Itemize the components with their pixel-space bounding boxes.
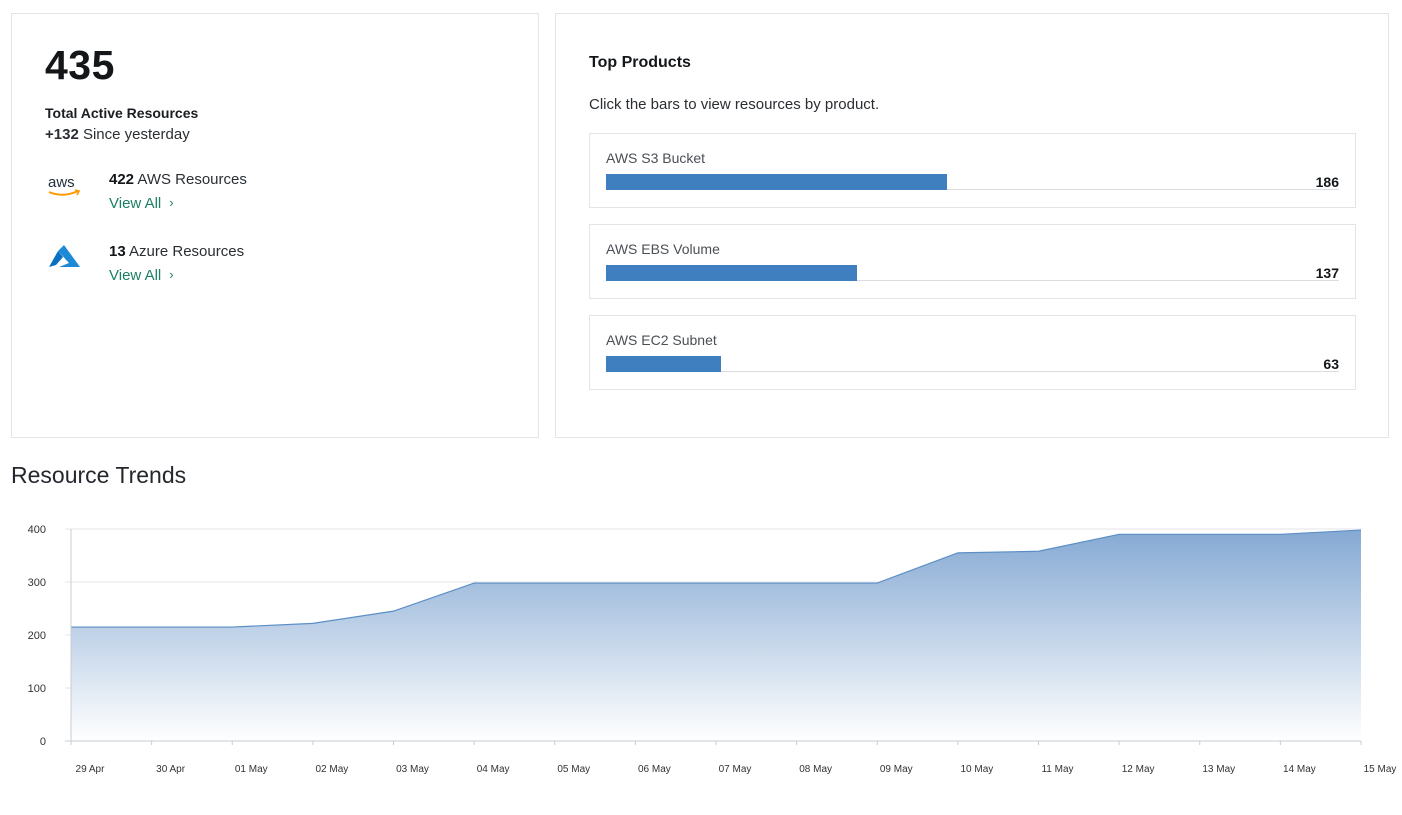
azure-provider: 13 Azure Resources View All › bbox=[45, 243, 465, 293]
x-tick-label: 08 May bbox=[799, 764, 832, 775]
x-tick-label: 29 Apr bbox=[76, 764, 106, 775]
delta-value: +132 bbox=[45, 126, 79, 143]
bar-fill bbox=[606, 174, 947, 190]
delta-label: Since yesterday bbox=[82, 126, 190, 143]
resource-trends-title: Resource Trends bbox=[11, 462, 187, 488]
top-products-subtitle: Click the bars to view resources by prod… bbox=[589, 96, 880, 113]
x-tick-label: 30 Apr bbox=[156, 764, 186, 775]
total-resources-label: Total Active Resources bbox=[45, 105, 199, 121]
y-tick-label: 200 bbox=[28, 630, 46, 642]
azure-resources-count: 13 Azure Resources bbox=[109, 243, 244, 260]
x-tick-label: 07 May bbox=[719, 764, 752, 775]
product-value: 186 bbox=[1315, 174, 1339, 190]
product-label: AWS S3 Bucket bbox=[606, 150, 706, 166]
x-tick-label: 13 May bbox=[1202, 764, 1235, 775]
x-tick-label: 03 May bbox=[396, 764, 429, 775]
azure-view-all-label: View All bbox=[109, 267, 162, 284]
product-bar-ec2-subnet[interactable]: AWS EC2 Subnet 63 bbox=[589, 315, 1356, 390]
bar-track bbox=[606, 280, 1339, 281]
aws-label: AWS Resources bbox=[137, 171, 247, 188]
aws-provider: aws 422 AWS Resources View All › bbox=[45, 171, 465, 221]
summary-card: 435 Total Active Resources +132 Since ye… bbox=[11, 13, 539, 438]
area-fill bbox=[71, 530, 1361, 741]
x-tick-label: 10 May bbox=[960, 764, 993, 775]
x-tick-label: 15 May bbox=[1364, 764, 1397, 775]
x-tick-label: 12 May bbox=[1122, 764, 1155, 775]
x-tick-label: 11 May bbox=[1041, 764, 1073, 775]
product-label: AWS EC2 Subnet bbox=[606, 332, 717, 348]
y-tick-label: 100 bbox=[28, 683, 46, 695]
y-tick-label: 300 bbox=[28, 577, 46, 589]
azure-count: 13 bbox=[109, 243, 126, 260]
chevron-right-icon: › bbox=[169, 195, 174, 210]
azure-view-all-link[interactable]: View All › bbox=[109, 267, 174, 284]
bar-fill bbox=[606, 265, 858, 281]
aws-view-all-label: View All bbox=[109, 195, 162, 212]
bar-track bbox=[606, 189, 1339, 190]
azure-label: Azure Resources bbox=[129, 243, 245, 260]
x-tick-label: 05 May bbox=[557, 764, 590, 775]
aws-resources-count: 422 AWS Resources bbox=[109, 171, 247, 188]
product-bar-ebs-volume[interactable]: AWS EBS Volume 137 bbox=[589, 224, 1356, 299]
product-value: 63 bbox=[1323, 356, 1339, 372]
top-products-title: Top Products bbox=[589, 54, 691, 71]
bar-track bbox=[606, 371, 1339, 372]
top-products-card: Top Products Click the bars to view reso… bbox=[555, 13, 1389, 438]
svg-text:aws: aws bbox=[48, 174, 75, 191]
x-tick-label: 06 May bbox=[638, 764, 671, 775]
y-tick-label: 400 bbox=[28, 524, 46, 536]
y-tick-label: 0 bbox=[40, 736, 46, 748]
x-tick-label: 09 May bbox=[880, 764, 913, 775]
product-value: 137 bbox=[1315, 265, 1339, 281]
aws-view-all-link[interactable]: View All › bbox=[109, 195, 174, 212]
x-tick-label: 04 May bbox=[477, 764, 510, 775]
bar-fill bbox=[606, 356, 722, 372]
x-tick-label: 14 May bbox=[1283, 764, 1316, 775]
x-tick-label: 01 May bbox=[235, 764, 268, 775]
resource-trends-chart: 0 100 200 300 400 29 Apr 30 Apr 01 May 02 May 03 … bbox=[28, 524, 1397, 775]
aws-count: 422 bbox=[109, 171, 135, 188]
azure-logo-icon bbox=[45, 243, 85, 273]
chevron-right-icon: › bbox=[169, 267, 174, 282]
product-bar-s3-bucket[interactable]: AWS S3 Bucket 186 bbox=[589, 133, 1356, 208]
product-label: AWS EBS Volume bbox=[606, 241, 720, 257]
total-resources-count: 435 bbox=[45, 42, 115, 88]
aws-logo-icon: aws bbox=[45, 171, 85, 201]
since-yesterday-text: +132 Since yesterday bbox=[45, 126, 190, 143]
x-tick-label: 02 May bbox=[315, 764, 348, 775]
